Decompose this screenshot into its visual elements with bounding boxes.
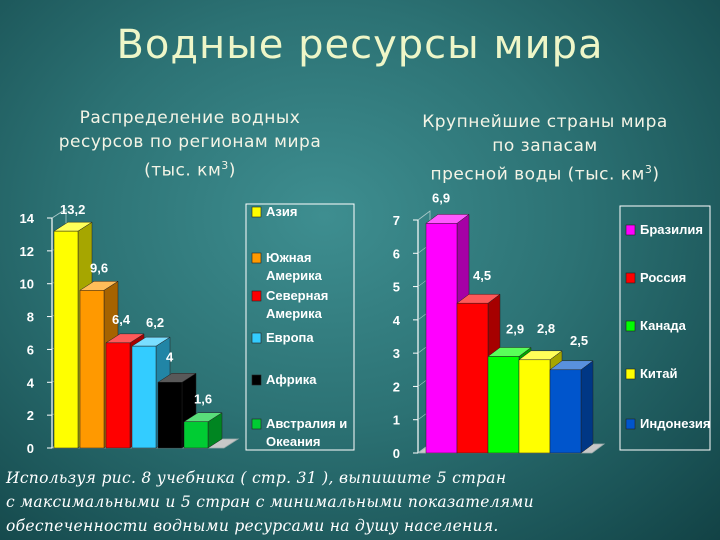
right-unit-text: пресной воды (тыс. км: [430, 164, 645, 185]
y-tick-label: 1: [393, 413, 400, 428]
legend-box: [619, 205, 711, 451]
legend-label: Америка: [266, 268, 323, 283]
bar: [131, 345, 157, 449]
right-subtitle-unit-line: пресной воды (тыс. км3): [380, 158, 710, 187]
legend-label: Америка: [266, 306, 323, 321]
y-tick-depth-line: [417, 210, 431, 221]
data-label: 13,2: [60, 202, 85, 217]
right-subtitle-line: Крупнейшие страны мира: [422, 112, 668, 132]
data-label: 4,5: [473, 268, 491, 283]
legend-label: Азия: [266, 204, 297, 219]
legend-label: Африка: [266, 372, 317, 387]
left-unit-text: (тыс. км: [144, 160, 222, 181]
legend-swatch: [625, 368, 636, 380]
right-unit-close: ): [652, 164, 660, 185]
legend-swatch: [251, 252, 262, 264]
task-line: с максимальными и 5 стран с минимальными…: [6, 493, 534, 511]
legend-label: Европа: [266, 330, 314, 345]
bar: [53, 230, 79, 449]
y-tick-label: 4: [27, 375, 35, 390]
data-label: 6,2: [146, 315, 164, 330]
legend-label: Северная: [266, 288, 328, 303]
y-tick-label: 12: [20, 244, 34, 259]
bar: [79, 290, 105, 449]
legend-swatch: [625, 320, 636, 332]
data-label: 6,4: [112, 312, 131, 327]
y-tick-label: 0: [27, 441, 34, 456]
data-label: 2,8: [537, 321, 555, 336]
left-chart-subtitle: Распределение водных ресурсов по региона…: [10, 106, 370, 183]
y-tick-label: 6: [393, 246, 400, 261]
y-tick-label: 14: [20, 211, 35, 226]
bar: [105, 342, 131, 449]
legend-swatch: [625, 224, 636, 236]
legend-label: Австралия и: [266, 416, 347, 431]
y-tick-label: 2: [27, 408, 34, 423]
left-subtitle-line: Распределение водных: [79, 108, 301, 128]
data-label: 6,9: [432, 190, 450, 205]
y-tick-label: 3: [393, 346, 400, 361]
y-tick-label: 5: [393, 280, 400, 295]
y-tick-label: 2: [393, 379, 400, 394]
data-label: 9,6: [90, 260, 108, 275]
legend-swatch: [251, 206, 262, 218]
left-subtitle-line: ресурсов по регионам мира: [58, 132, 322, 152]
y-tick-label: 10: [20, 277, 34, 292]
legend-box: [245, 203, 355, 451]
legend-label: Россия: [640, 270, 686, 285]
bar: [549, 369, 582, 454]
legend-swatch: [251, 290, 262, 302]
y-tick-label: 4: [393, 313, 401, 328]
bar: [456, 302, 489, 454]
bar: [487, 356, 520, 454]
legend-swatch: [251, 374, 262, 386]
legend-label: Океания: [266, 434, 321, 449]
data-label: 2,5: [570, 333, 588, 348]
bar: [425, 223, 458, 454]
y-tick-label: 8: [27, 310, 34, 325]
right-unit-sup: 3: [644, 163, 653, 176]
data-label: 2,9: [506, 321, 524, 336]
y-tick-label: 0: [393, 446, 400, 461]
y-tick-label: 7: [393, 213, 400, 228]
right-subtitle-line: по запасам: [492, 136, 598, 156]
bar: [518, 359, 551, 454]
legend-swatch: [625, 418, 636, 430]
bar: [183, 421, 209, 449]
legend-label: Канада: [640, 318, 687, 333]
legend-label: Бразилия: [640, 222, 703, 237]
left-subtitle-unit-line: (тыс. км3): [10, 154, 370, 183]
y-tick-depth-line: [51, 208, 67, 219]
task-line: обеспеченности водными ресурсами на душу…: [6, 517, 499, 535]
slide-title: Водные ресурсы мира: [116, 22, 604, 68]
task-line: Используя рис. 8 учебника ( стр. 31 ), в…: [6, 469, 507, 487]
data-label: 1,6: [194, 392, 212, 407]
legend-swatch: [625, 272, 636, 284]
data-label: 4: [166, 349, 174, 364]
left-unit-sup: 3: [221, 159, 229, 172]
chart-1: 0 2 4 6 8 10 12 14 13,2 9,6 6,4 6,2 4 1,6 Азия Южная Аме…: [20, 202, 355, 456]
right-chart-subtitle: Крупнейшие страны мира по запасам пресно…: [380, 110, 710, 187]
task-text: Используя рис. 8 учебника ( стр. 31 ), в…: [6, 466, 716, 538]
bar-side: [580, 360, 594, 454]
legend-swatch: [251, 418, 262, 430]
legend-label: Южная: [266, 250, 311, 265]
left-unit-close: ): [228, 160, 236, 181]
legend-label: Китай: [640, 366, 678, 381]
legend-label: Индонезия: [640, 416, 711, 431]
legend-swatch: [251, 332, 262, 344]
y-tick-label: 6: [27, 342, 34, 357]
bar: [157, 382, 183, 449]
chart-2: 0 1 2 3 4 5 6 7 6,9 4,5 2,9 2,8 2,5 Бразилия Россия Кан…: [393, 190, 711, 461]
